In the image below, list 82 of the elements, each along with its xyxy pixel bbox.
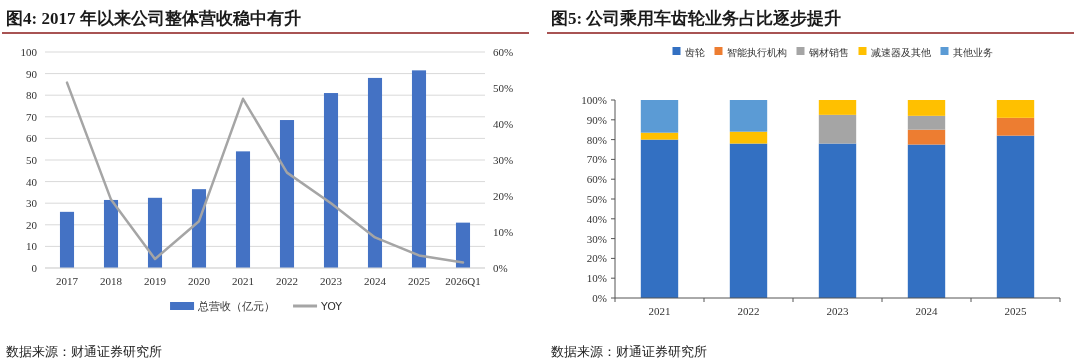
legend-label: 智能执行机构 [726,47,787,58]
y-tick-label: 60 [26,132,38,145]
y-tick-label: 20% [586,252,607,265]
legend-label: 其他业务 [952,47,993,58]
y-tick-label: 30 [26,197,38,210]
y2-tick-label: 20% [493,190,514,202]
bar [907,100,946,116]
bar [323,93,339,268]
x-tick-label: 2026Q1 [445,275,481,287]
x-tick-label: 2020 [188,275,211,287]
y-tick-label: 100% [581,94,607,106]
chart-title: 图5: 公司乘用车齿轮业务占比逐步提升 [551,9,842,28]
source-note: 数据来源：财通证券研究所 [551,344,707,359]
y-tick-label: 80% [586,133,607,146]
y2-tick-label: 60% [493,46,514,58]
y-tick-label: 70 [26,110,38,123]
x-tick-label: 2025 [1004,305,1027,317]
x-tick-label: 2017 [56,275,79,287]
chart-title: 图4: 2017 年以来公司整体营收稳中有升 [6,9,301,28]
x-tick-label: 2021 [232,275,254,287]
bar [996,100,1035,118]
bar [907,129,946,145]
y2-tick-label: 10% [493,226,514,238]
x-tick-label: 2022 [276,275,298,287]
bar [367,77,383,268]
y-tick-label: 20 [26,218,38,231]
y-tick-label: 100 [20,46,38,58]
legend-label: 齿轮 [684,47,705,58]
bar [59,211,75,268]
x-tick-label: 2023 [320,275,343,287]
bar [191,189,207,268]
bar [996,117,1035,136]
bar [235,151,251,268]
bar [729,131,768,144]
bar [411,70,427,268]
y2-tick-label: 50% [493,82,514,94]
y-tick-label: 0% [592,292,607,304]
x-tick-label: 2021 [648,305,671,317]
bar [640,100,679,133]
bar [907,115,946,130]
y2-tick-label: 0% [493,262,508,274]
bar [103,199,119,268]
y2-tick-label: 30% [493,154,514,166]
y-tick-label: 90 [26,67,38,80]
legend-label: 钢材销售 [807,47,849,58]
bar [640,132,679,140]
bar [907,144,946,298]
source-note: 数据来源：财通证券研究所 [6,344,162,359]
x-tick-label: 2023 [826,305,849,317]
x-tick-label: 2018 [100,275,123,287]
bar [729,143,768,298]
x-tick-label: 2019 [144,275,167,287]
bar [818,114,857,144]
legend-label: YOY [320,300,343,313]
y-tick-label: 10 [26,240,38,253]
y-tick-label: 30% [586,232,607,245]
bar [818,100,857,115]
y2-tick-label: 40% [493,118,514,130]
bar [640,139,679,298]
y-tick-label: 40 [26,175,38,188]
y-tick-label: 90% [586,113,607,126]
x-tick-label: 2024 [364,275,387,287]
bar [455,222,471,268]
x-tick-label: 2024 [915,305,938,317]
y-tick-label: 70% [586,153,607,166]
bar [729,100,768,132]
y-tick-label: 0 [31,262,38,274]
line-series [65,81,465,264]
y-tick-label: 80 [26,89,38,102]
legend-label: 减速器及其他 [870,47,931,58]
y-tick-label: 10% [586,272,607,285]
bar [147,197,163,268]
y-tick-label: 50 [26,154,38,166]
x-tick-label: 2022 [737,305,760,317]
x-tick-label: 2025 [408,275,431,287]
y-tick-label: 60% [586,173,607,186]
y-tick-label: 40% [586,212,607,225]
bar [996,135,1035,298]
y-tick-label: 50% [586,193,607,205]
bar [818,143,857,298]
legend-label: 总营收（亿元） [197,300,276,313]
bar [279,120,295,268]
